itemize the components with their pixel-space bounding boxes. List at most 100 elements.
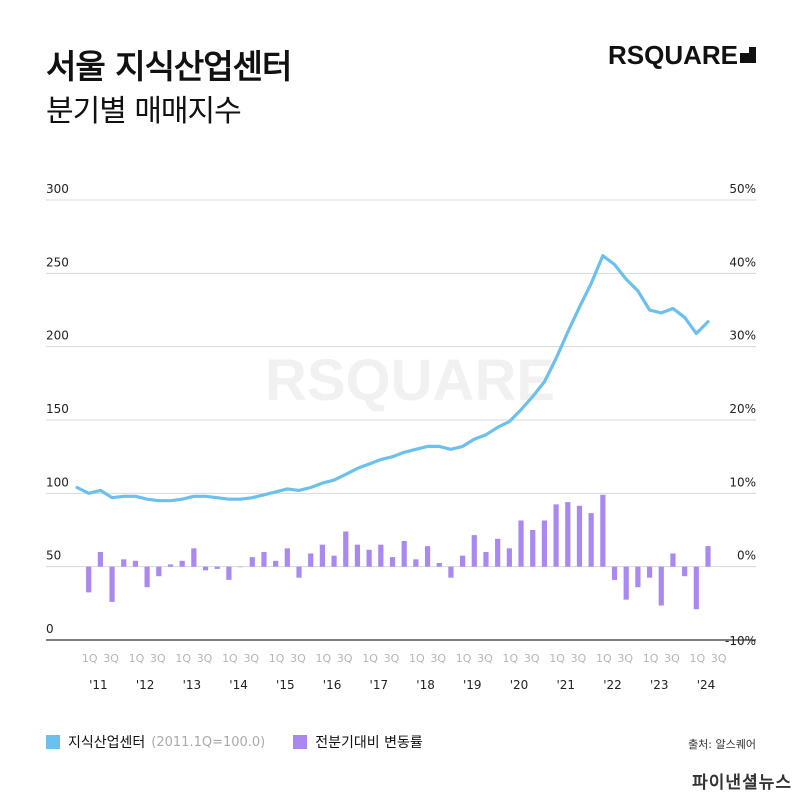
- bar: [389, 557, 396, 567]
- x-tick-label: 1Q: [689, 652, 705, 665]
- x-tick-label: 3Q: [243, 652, 259, 665]
- year-label: '22: [603, 678, 622, 692]
- bar: [611, 566, 618, 580]
- bar: [86, 566, 92, 593]
- x-tick-label: 1Q: [549, 652, 565, 665]
- bar: [191, 548, 197, 567]
- bar: [424, 546, 431, 567]
- x-tick-label: 1Q: [222, 652, 238, 665]
- bar: [144, 566, 150, 588]
- bar: [413, 559, 419, 567]
- year-label: '24: [697, 678, 716, 692]
- bar: [179, 560, 185, 567]
- year-label: '19: [463, 678, 482, 692]
- bar: [366, 549, 372, 567]
- brand-mark-icon: [740, 46, 756, 63]
- x-tick-label: 1Q: [456, 652, 472, 665]
- right-tick-label: 40%: [729, 255, 756, 269]
- x-tick-label: 3Q: [617, 652, 633, 665]
- year-label: '13: [183, 678, 202, 692]
- year-label: '14: [229, 678, 248, 692]
- bar: [132, 560, 139, 567]
- bar: [483, 552, 489, 567]
- source-note: 출처: 알스퀘어: [688, 738, 756, 751]
- x-tick-label: 3Q: [430, 652, 446, 665]
- left-tick-label: 250: [46, 255, 69, 269]
- x-tick-label: 1Q: [596, 652, 612, 665]
- x-tick-label: 1Q: [409, 652, 425, 665]
- bar: [109, 566, 115, 602]
- bar: [354, 544, 361, 567]
- x-tick-label: 3Q: [337, 652, 353, 665]
- bar: [121, 559, 127, 567]
- x-tick-label: 3Q: [150, 652, 166, 665]
- year-label: '18: [416, 678, 435, 692]
- bar: [284, 548, 290, 567]
- left-tick-label: 300: [46, 182, 69, 196]
- right-tick-label: 20%: [729, 402, 756, 416]
- bar: [530, 530, 536, 567]
- bar: [343, 531, 349, 567]
- legend-line-note: (2011.1Q=100.0): [151, 734, 266, 750]
- right-tick-label: 0%: [737, 549, 756, 563]
- bar: [553, 504, 559, 567]
- left-tick-label: 0: [46, 622, 54, 636]
- x-tick-label: 1Q: [316, 652, 332, 665]
- x-tick-label: 3Q: [290, 652, 306, 665]
- bar: [682, 566, 688, 577]
- x-tick-label: 1Q: [82, 652, 98, 665]
- left-tick-label: 50: [46, 549, 61, 563]
- x-tick-label: 3Q: [664, 652, 680, 665]
- bar: [237, 566, 244, 568]
- year-label: '16: [323, 678, 342, 692]
- year-label: '17: [370, 678, 389, 692]
- year-label: '20: [510, 678, 529, 692]
- bar: [460, 555, 466, 567]
- year-label: '21: [556, 678, 575, 692]
- legend-bar-swatch: [293, 735, 308, 749]
- bar: [600, 494, 606, 567]
- bar: [296, 566, 302, 578]
- x-tick-label: 1Q: [129, 652, 145, 665]
- bar: [506, 548, 512, 567]
- legend-line-swatch: [46, 735, 60, 749]
- bar: [436, 563, 442, 567]
- bar: [623, 566, 629, 600]
- right-tick-label: 30%: [729, 329, 756, 343]
- left-tick-label: 200: [46, 329, 69, 343]
- bar: [518, 520, 524, 567]
- bar: [448, 566, 454, 578]
- bar: [249, 557, 255, 567]
- bar: [319, 544, 325, 567]
- bar: [635, 566, 641, 588]
- bar: [705, 546, 711, 567]
- bar: [576, 505, 583, 567]
- bar: [588, 513, 594, 567]
- chart-watermark: RSQUARE: [265, 348, 555, 413]
- x-tick-label: 3Q: [384, 652, 400, 665]
- bar: [658, 566, 664, 606]
- bar: [261, 552, 267, 567]
- x-tick-label: 3Q: [197, 652, 213, 665]
- line-series-지식산업센터: [75, 254, 710, 503]
- bar: [273, 560, 279, 567]
- x-tick-label: 1Q: [503, 652, 519, 665]
- bar: [495, 538, 501, 567]
- right-tick-label: 50%: [729, 182, 756, 196]
- left-tick-label: 150: [46, 402, 69, 416]
- x-tick-label: 1Q: [175, 652, 191, 665]
- bar: [401, 541, 407, 567]
- x-tick-label: 3Q: [103, 652, 119, 665]
- bar: [378, 544, 384, 567]
- bar: [541, 520, 548, 567]
- year-label: '12: [136, 678, 155, 692]
- news-watermark: 파이낸셜뉴스: [692, 773, 792, 793]
- legend-line-label: 지식산업센터: [68, 735, 146, 751]
- legend: 지식산업센터 (2011.1Q=100.0) 전분기대비 변동률: [46, 732, 423, 752]
- year-label: '11: [89, 678, 108, 692]
- bar: [167, 564, 174, 567]
- bar: [214, 566, 220, 569]
- legend-bar-label: 전분기대비 변동률: [315, 735, 423, 751]
- bar: [471, 535, 477, 567]
- x-tick-label: 1Q: [643, 652, 659, 665]
